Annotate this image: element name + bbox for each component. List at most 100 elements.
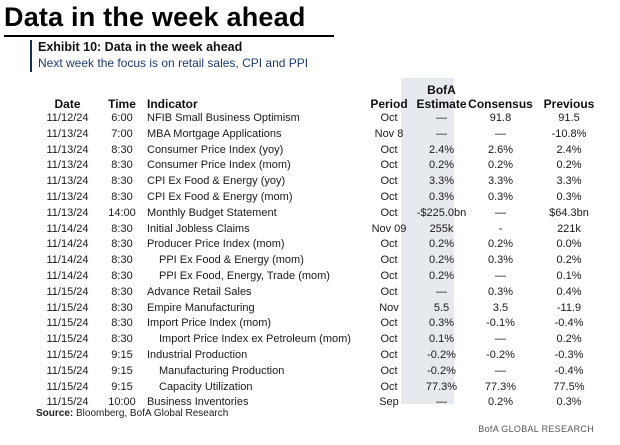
table-row: 11/13/24 8:30 CPI Ex Food & Energy (yoy) Oc… [36,174,605,190]
cell-consensus: 2.6% [487,143,514,156]
cell-previous: -10.8% [551,127,587,140]
cell-time: 8:30 [111,159,133,172]
cell-period: Oct [380,269,398,282]
table-row: 11/13/24 7:00 MBA Mortgage Applications Nov… [36,127,605,143]
estimate-header-line1: BofA [427,83,456,97]
column-header-indicator: Indicator [147,97,198,111]
cell-period: Oct [380,254,398,267]
cell-consensus: 3.5 [492,301,509,314]
table-row: 11/15/24 8:30 Advance Retail Sales Oct — 0.3%… [36,285,605,301]
cell-date: 11/15/24 [46,380,89,393]
cell-consensus: — [495,269,506,282]
brand-footer: BofA GLOBAL RESEARCH [478,424,594,434]
cell-consensus: 0.2% [487,238,514,251]
estimate-column-shading [401,78,454,404]
cell-date: 11/13/24 [46,206,89,219]
cell-period: Oct [380,285,398,298]
cell-time: 8:30 [111,317,133,330]
cell-date: 11/13/24 [46,127,89,140]
headline-underline [4,35,334,37]
cell-estimate: 0.2% [428,238,455,251]
cell-time: 10:00 [108,396,136,409]
cell-date: 11/15/24 [46,301,89,314]
cell-indicator: Manufacturing Production [159,364,285,377]
table-row: 11/15/24 8:30 Import Price Index ex Petrol… [36,332,605,348]
cell-date: 11/15/24 [46,333,89,346]
table-row: 11/13/24 8:30 CPI Ex Food & Energy (mom) Oc… [36,190,605,206]
cell-period: Oct [380,112,398,124]
table-row: 11/14/24 8:30 Initial Jobless Claims Nov 09… [36,222,605,238]
cell-time: 8:30 [111,269,133,282]
cell-estimate: 255k [429,222,454,235]
cell-time: 9:15 [111,348,133,361]
cell-indicator: Import Price Index (mom) [147,317,272,330]
table-header-row: Date Time Indicator Period BofA Estimate … [36,79,605,111]
cell-estimate: 0.3% [428,190,455,203]
cell-previous: 221k [557,222,581,235]
cell-date: 11/15/24 [46,348,89,361]
cell-consensus: — [495,364,506,377]
cell-period: Nov 09 [371,222,407,235]
cell-period: Oct [380,190,398,203]
cell-date: 11/13/24 [46,159,89,172]
column-header-previous: Previous [543,97,595,111]
cell-estimate: 5.5 [433,301,450,314]
cell-date: 11/14/24 [46,238,89,251]
cell-previous: 0.1% [556,269,582,282]
cell-previous: 0.2% [556,159,582,172]
cell-time: 7:00 [111,127,133,140]
cell-previous: 0.4% [556,285,582,298]
exhibit-title: Exhibit 10: Data in the week ahead [38,40,243,54]
cell-time: 8:30 [111,175,133,188]
cell-consensus: 0.2% [487,159,514,172]
cell-indicator: PPI Ex Food, Energy, Trade (mom) [159,269,330,282]
exhibit-header: Exhibit 10: Data in the week ahead Next … [30,40,598,72]
table-row: 11/13/24 8:30 Consumer Price Index (yoy) Oc… [36,143,605,159]
cell-indicator: Consumer Price Index (mom) [147,159,291,172]
cell-date: 11/15/24 [46,396,89,409]
cell-time: 8:30 [111,301,133,314]
table-row: 11/14/24 8:30 PPI Ex Food, Energy, Trade (… [36,269,605,285]
cell-period: Oct [380,333,398,346]
cell-indicator: Consumer Price Index (yoy) [147,143,284,156]
cell-consensus: -0.2% [486,348,515,361]
cell-indicator: Empire Manufacturing [147,301,255,314]
column-header-time: Time [108,97,136,111]
cell-consensus: — [495,127,506,140]
cell-indicator: NFIB Small Business Optimism [147,112,300,124]
cell-date: 11/13/24 [46,143,89,156]
cell-time: 8:30 [111,254,133,267]
cell-indicator: Import Price Index ex Petroleum (mom) [159,333,351,346]
cell-period: Nov 8 [374,127,404,140]
cell-previous: $64.3bn [549,206,589,219]
cell-previous: -0.4% [554,317,584,330]
source-text: Bloomberg, BofA Global Research [76,408,229,419]
cell-time: 9:15 [111,364,133,377]
column-header-consensus: Consensus [468,97,533,111]
column-header-estimate: BofA Estimate [415,79,468,111]
cell-estimate: 3.3% [428,175,455,188]
cell-period: Oct [380,364,398,377]
table-row: 11/15/24 8:30 Empire Manufacturing Nov 5.5 3.… [36,301,605,317]
cell-previous: 0.2% [556,254,582,267]
cell-indicator: CPI Ex Food & Energy (yoy) [147,175,286,188]
cell-indicator: Business Inventories [147,396,249,409]
cell-previous: -11.9 [556,301,582,314]
cell-date: 11/15/24 [46,317,89,330]
cell-indicator: Advance Retail Sales [147,285,252,298]
cell-previous: 77.5% [553,380,585,393]
table-row: 11/15/24 9:15 Industrial Production Oct -0.2… [36,348,605,364]
cell-estimate: 77.3% [425,380,458,393]
cell-consensus: 77.3% [484,380,517,393]
cell-date: 11/15/24 [46,364,89,377]
cell-period: Oct [380,348,398,361]
cell-period: Oct [380,175,398,188]
cell-previous: -0.3% [554,348,584,361]
cell-estimate: -$225.0bn [416,206,467,219]
cell-consensus: 0.3% [487,285,514,298]
cell-estimate: 0.2% [428,159,455,172]
source-note: Source: Bloomberg, BofA Global Research [36,408,228,419]
cell-consensus: 91.8 [489,112,512,124]
cell-previous: 0.0% [556,238,582,251]
cell-period: Oct [380,238,398,251]
